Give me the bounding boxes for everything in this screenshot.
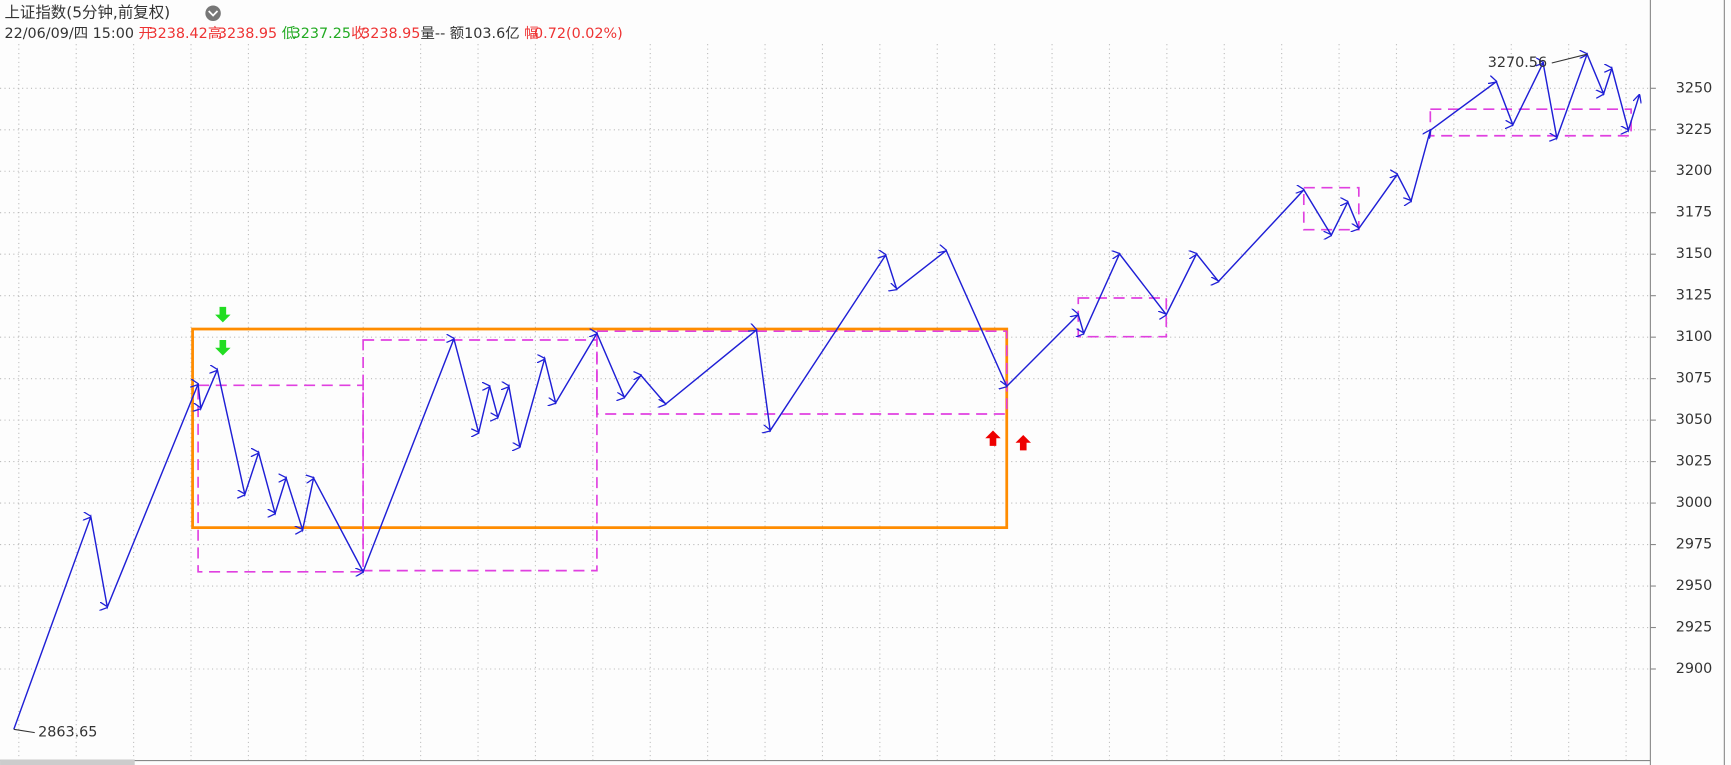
- y-tick-label: 2950: [1676, 578, 1713, 594]
- y-tick-label: 3075: [1676, 371, 1713, 387]
- date: 22/06/09/四 15:00: [4, 26, 133, 42]
- annotation-label: 2863.65: [38, 725, 97, 741]
- y-tick-label: 3250: [1676, 80, 1713, 96]
- sell-signal: [215, 306, 231, 323]
- open: 3238.42: [148, 26, 207, 42]
- open-label: 开: [139, 26, 153, 42]
- low: 3237.25: [292, 26, 351, 42]
- chart-title: 上证指数(5分钟,前复权): [4, 4, 170, 22]
- amount: 额103.6亿: [450, 25, 520, 42]
- annotation-arrow: [13, 728, 35, 734]
- high: 3238.95: [218, 26, 277, 42]
- buy-signal: [1015, 434, 1031, 451]
- y-tick-label: 3200: [1676, 163, 1713, 179]
- y-tick-label: 3000: [1676, 495, 1713, 511]
- high-label: 高: [208, 25, 222, 42]
- y-tick-label: 2975: [1676, 537, 1713, 553]
- y-tick-label: 2900: [1676, 661, 1713, 677]
- annotation-label: 3270.56: [1488, 55, 1547, 71]
- y-tick-label: 3025: [1676, 454, 1713, 470]
- buy-signal: [985, 430, 1001, 446]
- zigzag-line: [13, 54, 1640, 730]
- close: 3238.95: [361, 26, 420, 42]
- quote-line: 22/06/09/四 15:00 开3238.42 高3238.95 低3237…: [4, 25, 622, 42]
- change: 0.72(0.02%): [534, 26, 623, 42]
- y-tick-label: 3050: [1676, 412, 1713, 428]
- close-label: 收: [351, 25, 365, 42]
- sell-signal: [215, 340, 231, 356]
- volume: 量--: [421, 26, 446, 42]
- low-label: 低: [282, 25, 296, 42]
- y-tick-label: 3225: [1676, 122, 1713, 138]
- y-tick-label: 2925: [1676, 620, 1713, 636]
- y-tick-label: 3175: [1676, 205, 1713, 221]
- annotation-arrow: [1551, 53, 1588, 64]
- menu-icon: [208, 10, 219, 17]
- menu-button[interactable]: [205, 5, 221, 21]
- change-label: 幅: [524, 25, 538, 42]
- scrollbar[interactable]: [0, 759, 135, 765]
- y-tick-label: 3125: [1676, 288, 1713, 304]
- y-tick-label: 3100: [1676, 329, 1713, 345]
- y-tick-label: 3150: [1676, 246, 1713, 262]
